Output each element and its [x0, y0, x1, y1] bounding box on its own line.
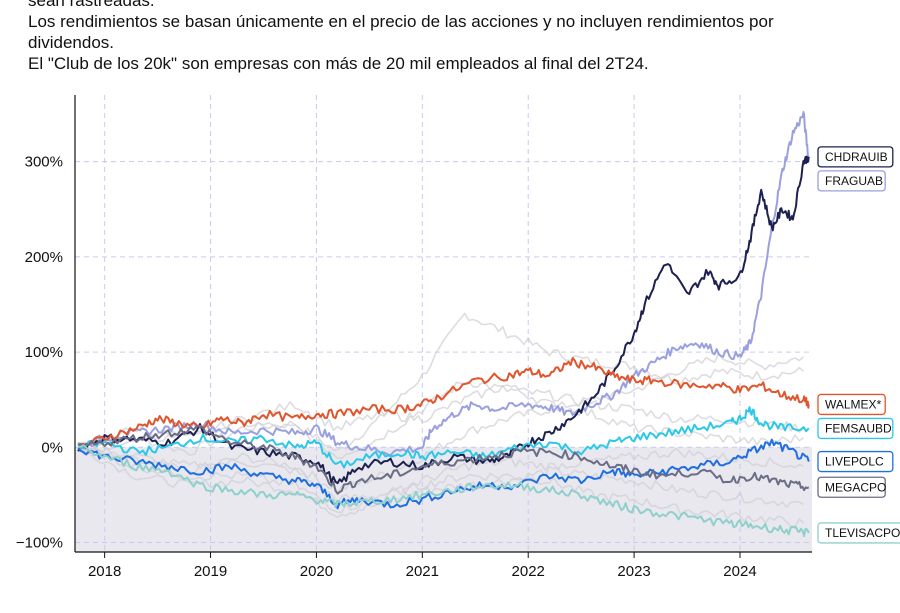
background-series-line	[77, 352, 805, 494]
background-series-line	[77, 380, 805, 459]
note-line-1: Los rendimientos se basan únicamente en …	[28, 12, 774, 31]
series-line	[77, 406, 810, 469]
series-label-box	[817, 393, 886, 416]
series-line	[78, 444, 810, 538]
background-series-line	[78, 384, 804, 446]
y-tick-label: 0%	[41, 439, 63, 456]
y-tick-label: 100%	[25, 344, 63, 361]
y-tick-label: 200%	[25, 249, 63, 266]
x-tick-label: 2023	[617, 563, 650, 580]
series-line	[77, 425, 810, 495]
series-label-text: WALMEX*	[825, 397, 882, 411]
axes: −100% 0% 100% 200% 300% 2018 2019 2020 2021 2022 2…	[16, 95, 812, 580]
chart-note: sean rastreadas. Los rendimientos se bas…	[28, 0, 888, 74]
series-label: LIVEPOLC	[817, 450, 894, 473]
series-label: FEMSAUBD	[817, 417, 894, 440]
background-series-line	[77, 446, 804, 514]
series-label-box	[817, 170, 886, 192]
series-label: MEGACPO	[817, 476, 886, 498]
series-label-text: FRAGUAB	[825, 174, 883, 188]
series-labels: CHDRAUIB FRAGUAB WALMEX* FEMSAUBD LIVEPOLC ME…	[817, 146, 900, 544]
x-tick-label: 2020	[300, 563, 333, 580]
series-label-text: LIVEPOLC	[825, 455, 884, 469]
x-tick-label: 2019	[194, 563, 227, 580]
background-series	[77, 312, 805, 528]
series-label-box	[817, 476, 886, 498]
background-series-line	[77, 312, 805, 456]
series-label-text: TLEVISACPO	[825, 526, 900, 540]
background-series-line	[77, 447, 805, 528]
y-tick-label: 300%	[25, 154, 63, 171]
note-line-0: sean rastreadas.	[28, 0, 155, 10]
grid	[75, 95, 812, 552]
series-label-box	[817, 450, 894, 473]
highlighted-series	[77, 111, 810, 538]
x-tick-label: 2024	[723, 563, 756, 580]
note-line-2: dividendos.	[28, 33, 115, 52]
y-tick-label: −100%	[16, 534, 63, 551]
series-label-text: CHDRAUIB	[825, 150, 888, 164]
series-label-text: MEGACPO	[825, 480, 886, 494]
x-tick-label: 2022	[512, 563, 545, 580]
series-label: TLEVISACPO	[817, 522, 900, 544]
series-line	[77, 111, 810, 457]
series-label-box	[817, 417, 894, 440]
series-label-box	[817, 146, 894, 168]
series-label-text: FEMSAUBD	[825, 421, 892, 435]
x-tick-label: 2018	[88, 563, 121, 580]
note-line-3: El "Club de los 20k" son empresas con má…	[28, 54, 649, 73]
series-label: WALMEX*	[817, 393, 886, 416]
series-label: FRAGUAB	[817, 170, 886, 192]
series-label: CHDRAUIB	[817, 146, 894, 168]
x-tick-label: 2021	[406, 563, 439, 580]
series-label-box	[817, 522, 900, 544]
